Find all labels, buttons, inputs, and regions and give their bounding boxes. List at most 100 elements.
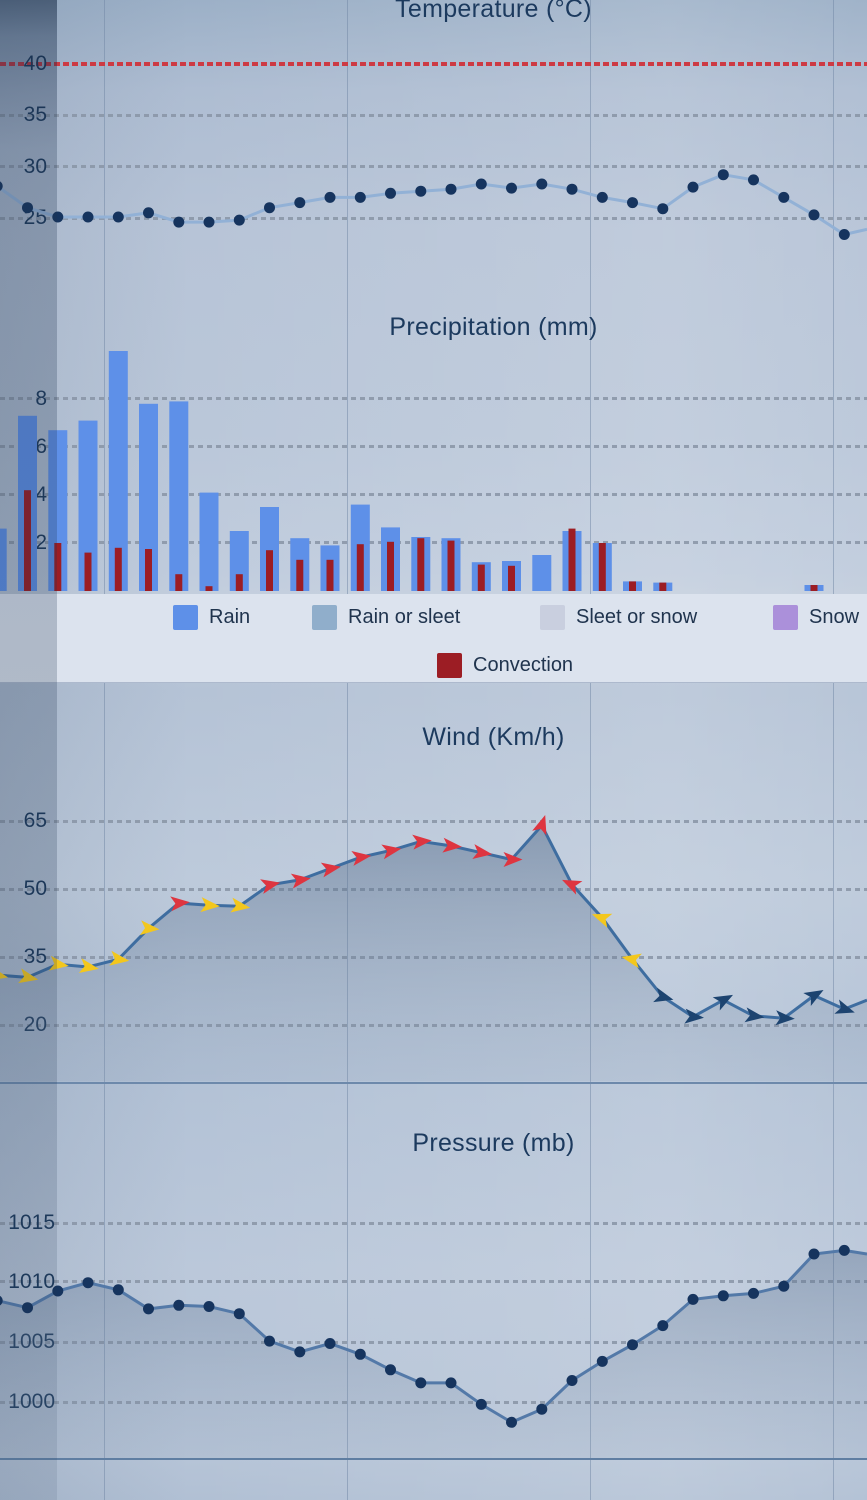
temperature-point [143, 207, 154, 219]
convection-bar [114, 547, 122, 591]
legend-swatch-icon [773, 604, 798, 630]
temperature-point [506, 182, 517, 194]
temperature-gridline [0, 165, 867, 168]
legend-swatch-icon [540, 604, 565, 630]
wind-direction-arrow-icon [684, 1008, 704, 1024]
temperature-point [475, 178, 487, 190]
panel-separator [0, 1082, 867, 1084]
pressure-point [475, 1398, 487, 1410]
temperature-point [596, 191, 608, 203]
wind-direction-arrow-icon [290, 873, 311, 889]
day-gridline [347, 0, 348, 1500]
convection-bar [84, 552, 92, 591]
convection-bar [598, 543, 606, 591]
pressure-point [385, 1364, 396, 1376]
pressure-point [264, 1335, 275, 1347]
convection-bar [296, 559, 304, 591]
temperature-point [354, 191, 366, 203]
wind-direction-arrow-icon [621, 953, 642, 969]
convection-bar [205, 586, 213, 591]
rain-bar [169, 401, 189, 591]
pressure-area [0, 1250, 867, 1458]
temperature-point [233, 214, 245, 226]
temperature-point [566, 183, 578, 195]
convection-bar [326, 559, 334, 591]
precipitation-chart-area[interactable] [0, 300, 867, 594]
pressure-point [354, 1348, 366, 1360]
convection-bar [54, 543, 62, 591]
wind-direction-arrow-icon [109, 950, 130, 966]
wind-direction-arrow-icon [230, 897, 251, 913]
day-gridline [833, 0, 834, 1500]
rain-bar [260, 507, 279, 591]
temperature-line [0, 169, 867, 240]
wind-chart-area[interactable] [0, 683, 867, 1083]
precipitation-gridline [0, 541, 867, 544]
temperature-point [324, 191, 336, 203]
legend-item-rain-or-sleet: Rain or sleet [312, 604, 460, 630]
pressure-point [838, 1244, 850, 1256]
wind-direction-arrow-icon [78, 958, 99, 973]
temperature-point [82, 211, 94, 223]
temperature-point [748, 174, 759, 186]
convection-bar [568, 528, 576, 591]
pressure-point [596, 1355, 608, 1367]
convection-bar [508, 565, 515, 591]
temperature-point [294, 197, 306, 209]
pressure-point [112, 1284, 124, 1296]
wind-direction-arrow-icon [472, 844, 493, 860]
pressure-point [233, 1308, 245, 1320]
temperature-point [536, 178, 548, 190]
convection-bar [266, 550, 273, 591]
wind-direction-arrow-icon [562, 879, 583, 895]
wind-direction-arrow-icon [320, 862, 341, 878]
precipitation-legend: Rain Rain or sleet Sleet or snow Snow Convec… [0, 594, 867, 683]
legend-item-rain: Rain [173, 604, 250, 630]
convection-bar [659, 582, 667, 591]
temperature-point [808, 209, 820, 221]
wind-direction-arrow-icon [260, 879, 281, 894]
wind-direction-arrow-icon [170, 896, 190, 912]
pressure-chart-area[interactable] [0, 1083, 867, 1459]
wind-direction-arrow-icon [381, 844, 402, 860]
pressure-point [506, 1416, 517, 1428]
convection-bar [145, 549, 152, 591]
convection-bar [417, 538, 425, 591]
rain-bar [229, 531, 249, 591]
legend-item-convection: Convection [437, 652, 573, 678]
pressure-line [0, 1244, 867, 1458]
pressure-point [808, 1248, 820, 1260]
wind-direction-arrow-icon [351, 850, 372, 866]
pressure-point [415, 1377, 427, 1389]
pressure-point [173, 1299, 185, 1311]
convection-bar [447, 540, 455, 591]
temperature-point [385, 187, 396, 199]
wind-area [0, 825, 867, 1081]
day-gridline [590, 0, 591, 1500]
day-gridline [104, 0, 105, 1500]
legend-item-sleet-or-snow: Sleet or snow [540, 604, 697, 630]
wind-direction-arrow-icon [803, 990, 824, 1006]
temperature-point [687, 181, 699, 193]
wind-direction-arrow-icon [442, 837, 462, 853]
convection-bar [235, 574, 243, 591]
temperature-gridline [0, 113, 867, 117]
temperature-chart-area[interactable] [0, 0, 867, 300]
temperature-point [264, 202, 275, 214]
wind-direction-arrow-icon [200, 897, 220, 913]
pressure-point [203, 1301, 215, 1312]
wind-direction-arrow-icon [503, 852, 523, 867]
pressure-point [143, 1303, 154, 1315]
legend-swatch-icon [173, 604, 198, 630]
pressure-point [445, 1377, 457, 1389]
wind-gridline [0, 819, 867, 823]
pressure-gridline [0, 1340, 867, 1344]
temperature-title: Temperature (°C) [395, 0, 592, 23]
temperature-point [717, 169, 729, 181]
temperature-point [778, 191, 790, 203]
pressure-point [657, 1320, 669, 1332]
convection-bar [356, 544, 364, 591]
temperature-point [627, 197, 638, 209]
